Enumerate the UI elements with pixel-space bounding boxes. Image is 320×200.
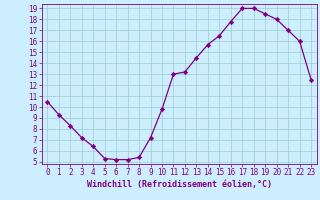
X-axis label: Windchill (Refroidissement éolien,°C): Windchill (Refroidissement éolien,°C)	[87, 180, 272, 189]
